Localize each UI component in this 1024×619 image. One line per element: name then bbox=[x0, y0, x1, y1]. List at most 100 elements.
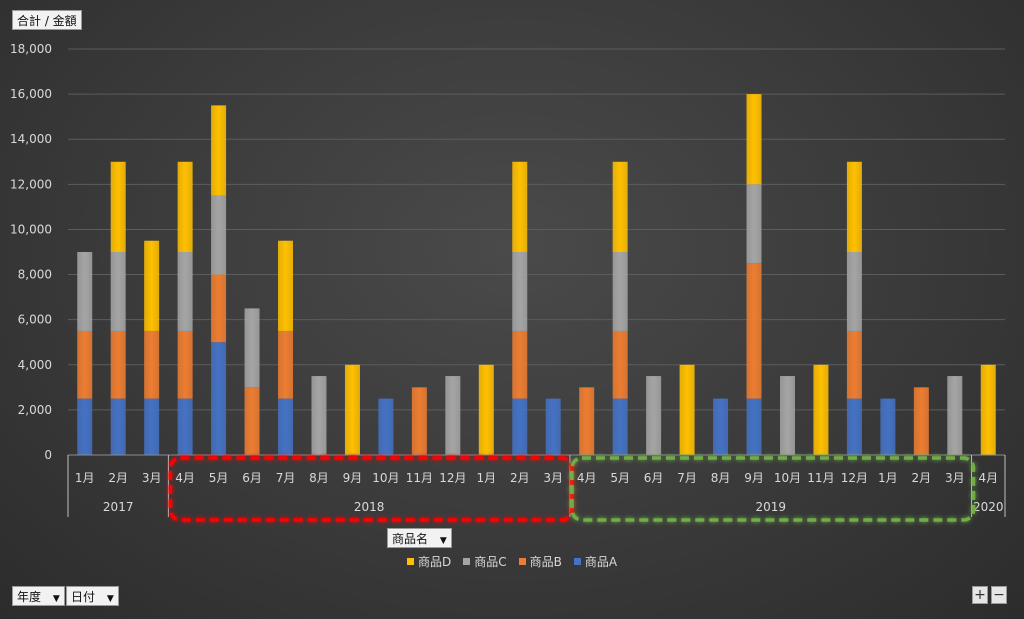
value-field-label: 合計 / 金額 bbox=[17, 14, 77, 28]
bar-segment bbox=[110, 252, 126, 331]
bar-segment bbox=[512, 398, 528, 455]
bar-segment bbox=[211, 105, 227, 196]
bar-segment bbox=[411, 387, 427, 455]
x-tick-label: 10月 bbox=[774, 471, 801, 485]
x-tick-label: 7月 bbox=[276, 471, 296, 485]
bar-segment bbox=[913, 387, 929, 455]
x-tick-label: 12月 bbox=[841, 471, 868, 485]
y-tick-label: 18,000 bbox=[10, 42, 52, 56]
chart-legend: 商品D 商品C 商品B 商品A bbox=[0, 553, 1024, 570]
x-tick-label: 3月 bbox=[142, 471, 162, 485]
legend-field-button[interactable]: 商品名 ▼ bbox=[387, 528, 452, 548]
bar-segment bbox=[679, 364, 695, 455]
bar-segment bbox=[846, 161, 862, 252]
dropdown-arrow-icon: ▼ bbox=[106, 594, 114, 604]
legend-item: 商品B bbox=[518, 553, 562, 570]
row-field-button-year[interactable]: 年度 ▼ bbox=[12, 586, 65, 606]
row-field-label: 年度 bbox=[17, 590, 42, 604]
legend-label: 商品A bbox=[584, 555, 618, 569]
value-field-button[interactable]: 合計 / 金額 bbox=[12, 10, 82, 30]
green-highlight-box bbox=[570, 456, 976, 522]
x-tick-label: 2月 bbox=[912, 471, 932, 485]
year-group-label: 2017 bbox=[103, 500, 134, 514]
bar-segment bbox=[512, 161, 528, 252]
x-tick-label: 8月 bbox=[309, 471, 329, 485]
x-tick-label: 5月 bbox=[610, 471, 630, 485]
x-tick-label: 9月 bbox=[343, 471, 363, 485]
x-tick-label: 2月 bbox=[108, 471, 128, 485]
bar-segment bbox=[278, 330, 294, 399]
bar-segment bbox=[278, 398, 294, 455]
bar-segment bbox=[880, 398, 896, 455]
bar-segment bbox=[478, 364, 494, 455]
bar-segment bbox=[779, 376, 795, 455]
bar-segment bbox=[177, 330, 193, 399]
minus-icon: − bbox=[993, 587, 1005, 603]
y-tick-label: 8,000 bbox=[18, 268, 52, 282]
year-group-label: 2020 bbox=[973, 500, 1004, 514]
dropdown-arrow-icon: ▼ bbox=[439, 536, 447, 546]
legend-swatch bbox=[406, 558, 414, 565]
bar-segment bbox=[144, 240, 160, 331]
bar-segment bbox=[278, 240, 294, 331]
x-tick-label: 1月 bbox=[75, 471, 95, 485]
bar-segment bbox=[144, 330, 160, 399]
y-tick-label: 2,000 bbox=[18, 403, 52, 417]
x-tick-label: 12月 bbox=[439, 471, 466, 485]
x-tick-label: 4月 bbox=[175, 471, 195, 485]
bar-segment bbox=[846, 330, 862, 399]
bar-segment bbox=[211, 342, 227, 455]
bar-segment bbox=[813, 364, 829, 455]
bar-segment bbox=[244, 308, 260, 388]
x-tick-label: 9月 bbox=[744, 471, 764, 485]
x-tick-label: 1月 bbox=[878, 471, 898, 485]
bar-segment bbox=[646, 376, 662, 455]
legend-field-label: 商品名 bbox=[392, 532, 429, 546]
bar-segment bbox=[612, 330, 628, 399]
bar-segment bbox=[77, 398, 93, 455]
row-field-button-date[interactable]: 日付 ▼ bbox=[66, 586, 119, 606]
x-tick-label: 8月 bbox=[711, 471, 731, 485]
bar-segment bbox=[746, 398, 762, 455]
year-group-label: 2019 bbox=[755, 500, 786, 514]
plus-icon: + bbox=[974, 587, 986, 603]
x-tick-label: 2月 bbox=[510, 471, 530, 485]
y-tick-label: 6,000 bbox=[18, 313, 52, 327]
bar-segment bbox=[545, 398, 561, 455]
bar-segment bbox=[846, 252, 862, 331]
collapse-field-button[interactable]: − bbox=[991, 586, 1007, 604]
bar-segment bbox=[177, 161, 193, 252]
legend-swatch bbox=[573, 558, 581, 565]
legend-label: 商品C bbox=[474, 555, 507, 569]
bar-segment bbox=[746, 94, 762, 185]
y-tick-label: 14,000 bbox=[10, 132, 52, 146]
legend-label: 商品B bbox=[529, 555, 562, 569]
bar-segment bbox=[746, 263, 762, 399]
red-highlight-box bbox=[168, 456, 574, 522]
bar-segment bbox=[211, 195, 227, 275]
bar-segment bbox=[512, 252, 528, 331]
year-group-label: 2018 bbox=[354, 500, 385, 514]
bar-segment bbox=[77, 252, 93, 331]
x-tick-label: 6月 bbox=[644, 471, 664, 485]
x-tick-label: 11月 bbox=[406, 471, 433, 485]
dropdown-arrow-icon: ▼ bbox=[52, 594, 60, 604]
x-tick-label: 5月 bbox=[209, 471, 229, 485]
bar-segment bbox=[244, 387, 260, 455]
bar-segment bbox=[77, 330, 93, 399]
bar-segment bbox=[144, 398, 160, 455]
expand-field-button[interactable]: + bbox=[972, 586, 988, 604]
bar-segment bbox=[110, 398, 126, 455]
bar-segment bbox=[378, 398, 394, 455]
bar-segment bbox=[612, 252, 628, 331]
y-tick-label: 10,000 bbox=[10, 222, 52, 236]
x-tick-label: 11月 bbox=[807, 471, 834, 485]
legend-item: 商品D bbox=[406, 553, 451, 570]
bar-segment bbox=[713, 398, 729, 455]
bar-segment bbox=[612, 161, 628, 252]
bar-segment bbox=[579, 387, 595, 455]
x-tick-label: 6月 bbox=[242, 471, 262, 485]
legend-item: 商品A bbox=[573, 553, 618, 570]
